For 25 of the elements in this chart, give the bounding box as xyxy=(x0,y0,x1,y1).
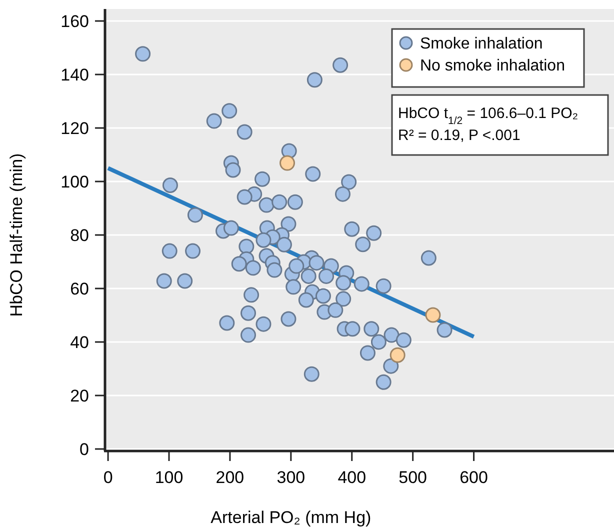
x-tick-label: 400 xyxy=(338,468,366,487)
y-tick-label: 100 xyxy=(60,172,89,192)
y-tick-label: 120 xyxy=(60,118,89,138)
annotation: R² = 0.19, P <.001 xyxy=(398,127,520,144)
x-tick-label: 100 xyxy=(154,468,184,487)
annotation: HbCO t$_{1/2}$ = 106.6–0.1 PO₂ xyxy=(398,105,578,127)
y-tick-label: 20 xyxy=(70,386,89,406)
x-tick-label: 500 xyxy=(398,468,428,487)
x-axis-title: Arterial PO₂ (mm Hg) xyxy=(210,508,372,527)
y-tick-label: 140 xyxy=(60,65,89,84)
y-axis-title: HbCO Half-time (min) xyxy=(7,153,26,317)
point xyxy=(280,155,296,171)
x-tick-label: 0 xyxy=(103,468,113,487)
legend-label: No smoke inhalation xyxy=(420,58,565,75)
y-tick-label: 0 xyxy=(80,440,89,459)
y-tick-label: 80 xyxy=(70,226,89,245)
y-tick-label: 60 xyxy=(70,279,89,298)
y-tick-label: 40 xyxy=(70,332,89,352)
point xyxy=(425,307,441,323)
y-tick-label: 160 xyxy=(60,12,89,31)
x-tick-label: 300 xyxy=(276,468,306,487)
legend-label: Smoke inhalation xyxy=(420,36,543,53)
x-tick-label: 200 xyxy=(216,468,244,487)
point xyxy=(390,347,406,363)
x-tick-label: 600 xyxy=(460,468,488,487)
